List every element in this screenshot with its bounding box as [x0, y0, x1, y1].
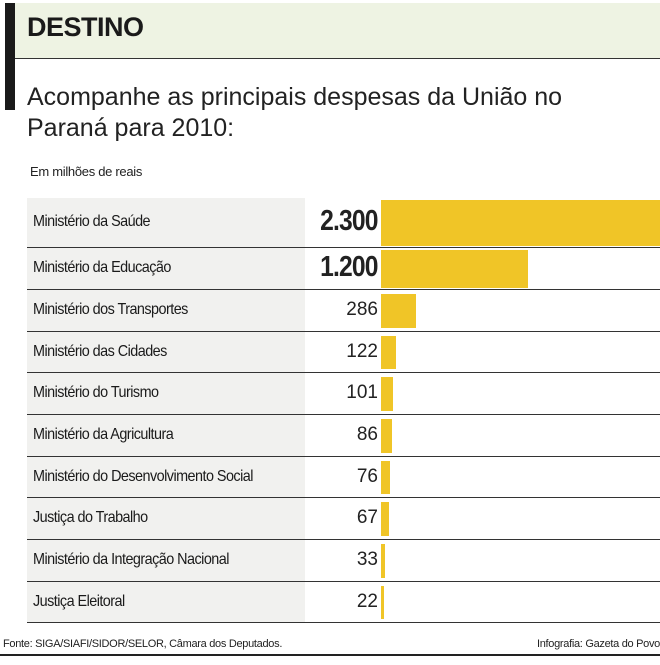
bar-row: Ministério das Cidades 122 — [27, 332, 660, 373]
bar-row: Ministério dos Transportes 286 — [27, 290, 660, 332]
category-label: Justiça Eleitoral — [33, 592, 125, 610]
label-cell — [27, 373, 305, 414]
label-cell — [27, 248, 305, 289]
bar — [381, 294, 417, 328]
unit-label: Em milhões de reais — [30, 164, 143, 179]
bar — [381, 544, 386, 578]
bar — [381, 377, 394, 411]
bar-row: Ministério da Saúde 2.300 — [27, 198, 660, 248]
bar — [381, 250, 528, 288]
bar — [381, 586, 384, 619]
header-band — [5, 3, 660, 59]
credit-note: Infografia: Gazeta do Povo — [536, 638, 660, 650]
value-label: 122 — [346, 340, 378, 362]
category-label: Ministério do Turismo — [33, 384, 159, 401]
bar-row: Ministério do Turismo 101 — [27, 373, 660, 415]
value-label: 101 — [346, 382, 378, 403]
category-label: Ministério dos Transportes — [33, 301, 188, 318]
label-cell — [27, 198, 305, 247]
value-label: 2.300 — [320, 205, 379, 237]
category-label: Ministério da Educação — [33, 259, 171, 276]
bar-row: Ministério da Educação 1.200 — [27, 248, 660, 290]
label-cell — [27, 415, 305, 456]
label-cell — [27, 582, 305, 622]
value-label: 286 — [346, 299, 378, 320]
bar-row: Ministério da Integração Nacional 33 — [27, 540, 660, 582]
bar — [381, 502, 390, 536]
label-cell — [27, 457, 305, 497]
label-cell — [27, 332, 305, 372]
label-cell — [27, 540, 305, 581]
value-label: 86 — [356, 424, 378, 445]
chart-subtitle: Acompanhe as principais despesas da Uniã… — [27, 83, 563, 142]
source-note: Fonte: SIGA/SIAFI/SIDOR/SELOR, Câmara do… — [3, 638, 283, 650]
accent-bar — [5, 3, 15, 110]
category-label: Ministério do Desenvolvimento Social — [33, 467, 253, 485]
value-label: 33 — [356, 549, 378, 570]
bar — [381, 336, 396, 369]
category-label: Justiça do Trabalho — [33, 509, 148, 526]
bar-row: Justiça do Trabalho 67 — [27, 498, 660, 540]
label-cell — [27, 498, 305, 539]
category-label: Ministério das Cidades — [33, 342, 167, 360]
value-label: 22 — [356, 590, 378, 612]
bar-row: Ministério do Desenvolvimento Social 76 — [27, 457, 660, 498]
bar — [381, 200, 660, 246]
footer-rule — [0, 654, 660, 656]
bar-row: Justiça Eleitoral 22 — [27, 582, 660, 623]
value-label: 76 — [356, 465, 378, 487]
label-cell — [27, 290, 305, 331]
chart-title: DESTINO — [27, 12, 144, 42]
bar — [381, 461, 391, 494]
bar — [381, 419, 392, 453]
value-label: 1.200 — [320, 251, 379, 283]
value-label: 67 — [356, 507, 378, 528]
category-label: Ministério da Saúde — [33, 213, 151, 230]
category-label: Ministério da Integração Nacional — [33, 551, 229, 568]
category-label: Ministério da Agricultura — [33, 426, 174, 443]
bar-row: Ministério da Agricultura 86 — [27, 415, 660, 457]
